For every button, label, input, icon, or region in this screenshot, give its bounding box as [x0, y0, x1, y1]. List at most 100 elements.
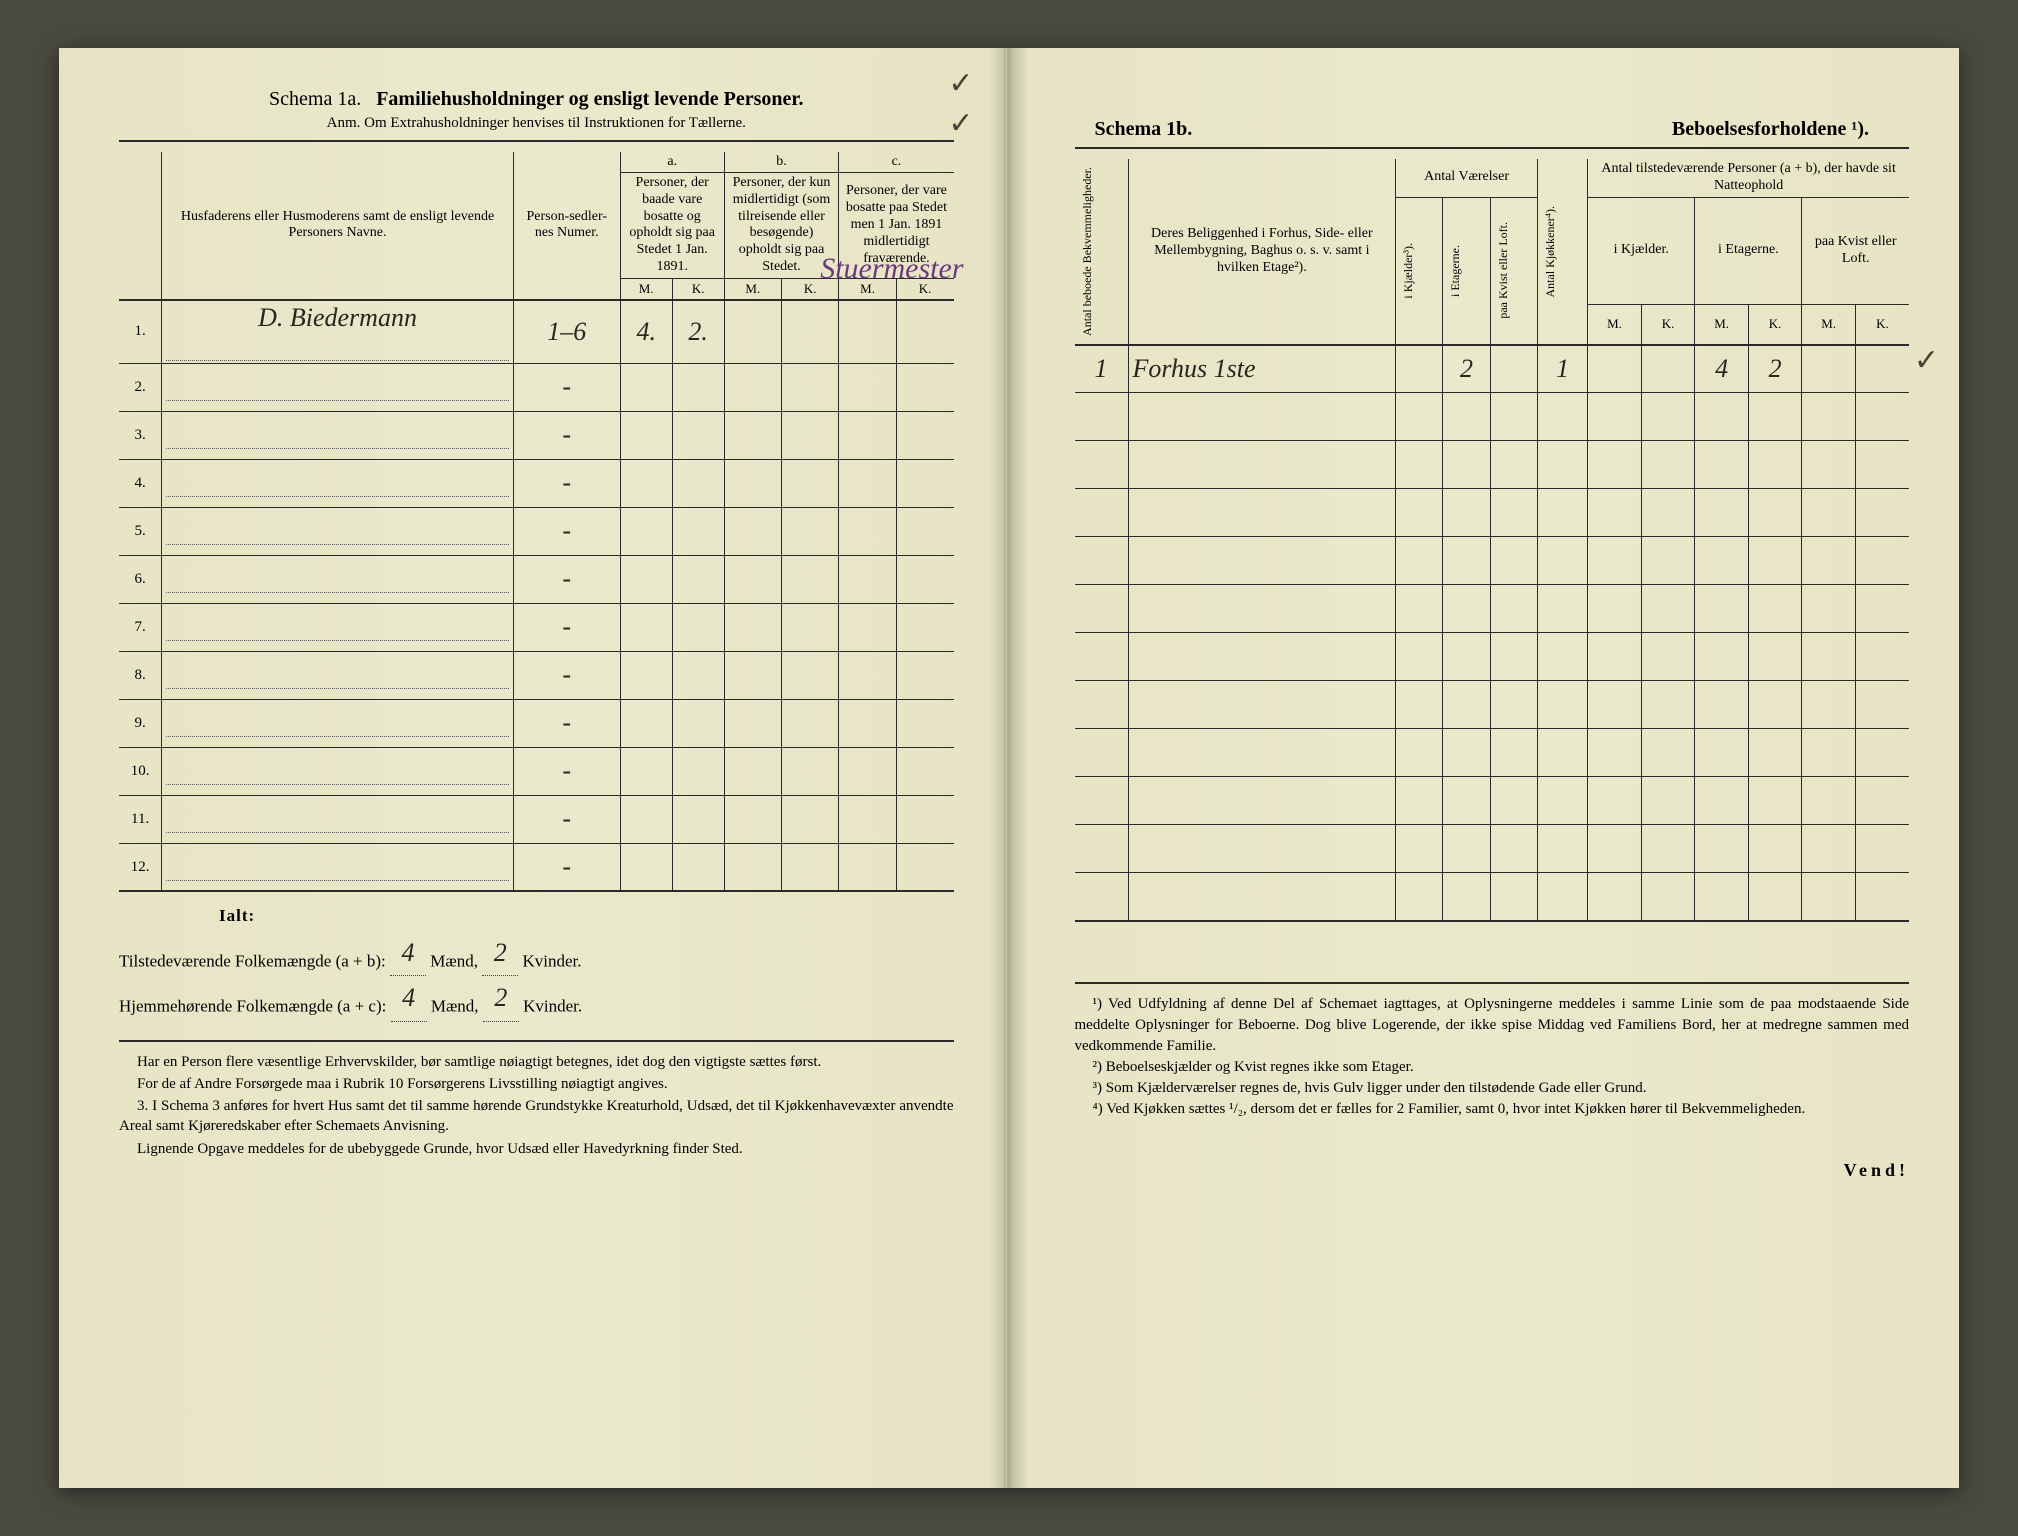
- num-cell: -: [513, 699, 620, 747]
- pEtM-cell: [1695, 585, 1749, 633]
- aK-cell: [672, 747, 724, 795]
- name-cell: D. Biedermann: [162, 300, 513, 364]
- document-spread: Schema 1a. Familiehusholdninger og ensli…: [59, 48, 1959, 1488]
- bK-cell: [782, 300, 839, 364]
- right-page: Schema 1b. Beboelsesforholdene ¹). Antal…: [1005, 48, 1960, 1488]
- row-annotation: Stuermester: [820, 252, 963, 286]
- aM-cell: [620, 411, 672, 459]
- bM-cell: [724, 411, 781, 459]
- aK-cell: [672, 651, 724, 699]
- kv-cell: [1490, 585, 1537, 633]
- kk-cell: [1537, 633, 1587, 681]
- aM-cell: [620, 843, 672, 891]
- kv-cell: [1490, 345, 1537, 393]
- pKvM-cell: [1802, 729, 1856, 777]
- pKvK-cell: [1855, 873, 1909, 921]
- belig-cell: [1128, 729, 1396, 777]
- bM-cell: [724, 843, 781, 891]
- kj-cell: [1396, 585, 1443, 633]
- table-row: [1075, 585, 1910, 633]
- pKjM-cell: [1588, 537, 1642, 585]
- aM-cell: [620, 603, 672, 651]
- et-cell: [1443, 825, 1490, 873]
- bekv-cell: [1075, 729, 1129, 777]
- et-cell: 2: [1443, 345, 1490, 393]
- row-number: 2.: [119, 363, 162, 411]
- bekv-cell: [1075, 873, 1129, 921]
- pEtK-cell: [1748, 441, 1802, 489]
- footnote-line: ²) Beboelseskjælder og Kvist regnes ikke…: [1075, 1057, 1910, 1078]
- kj-cell: [1396, 729, 1443, 777]
- cK-cell: [896, 747, 953, 795]
- mk-k: K.: [672, 278, 724, 300]
- pEtM-cell: [1695, 873, 1749, 921]
- pKjM-cell: [1588, 681, 1642, 729]
- pEtK-cell: [1748, 729, 1802, 777]
- pEtK-cell: 2: [1748, 345, 1802, 393]
- bM-cell: [724, 555, 781, 603]
- cM-cell: [839, 555, 896, 603]
- belig-cell: [1128, 537, 1396, 585]
- grp-vaerelser-header: Antal Værelser: [1396, 159, 1538, 197]
- aM-cell: [620, 699, 672, 747]
- table-row: [1075, 537, 1910, 585]
- pKvK-cell: [1855, 585, 1909, 633]
- kk-cell: [1537, 777, 1587, 825]
- checkmark-icon: ✓: [948, 98, 973, 149]
- pKjK-cell: [1641, 873, 1695, 921]
- bM-cell: [724, 747, 781, 795]
- aM-cell: [620, 651, 672, 699]
- row-number: 1.: [119, 300, 162, 364]
- kv-cell: [1490, 777, 1537, 825]
- row-number: 8.: [119, 651, 162, 699]
- et-cell: [1443, 633, 1490, 681]
- pKvM-cell: [1802, 441, 1856, 489]
- pKjM-cell: [1588, 585, 1642, 633]
- cK-cell: [896, 699, 953, 747]
- bekv-cell: [1075, 393, 1129, 441]
- aM-cell: [620, 363, 672, 411]
- pKvM-cell: [1802, 489, 1856, 537]
- bekv-cell: [1075, 537, 1129, 585]
- aK-cell: [672, 411, 724, 459]
- mk-k: K.: [1855, 304, 1909, 345]
- aK-cell: [672, 507, 724, 555]
- kv-cell: [1490, 633, 1537, 681]
- schema-1b-heading: Beboelsesforholdene ¹).: [1672, 118, 1869, 141]
- bM-cell: [724, 363, 781, 411]
- mk-m: M.: [1802, 304, 1856, 345]
- aK-cell: [672, 363, 724, 411]
- et-cell: [1443, 537, 1490, 585]
- title-rule: [1075, 147, 1910, 149]
- row-number: 3.: [119, 411, 162, 459]
- grp-pers-header: Antal tilstedeværende Personer (a + b), …: [1588, 159, 1909, 197]
- bK-cell: [782, 603, 839, 651]
- kv-cell: [1490, 393, 1537, 441]
- aM-cell: [620, 507, 672, 555]
- table-row: [1075, 681, 1910, 729]
- num-cell: -: [513, 843, 620, 891]
- pKjK-cell: [1641, 441, 1695, 489]
- pKvK-cell: [1855, 633, 1909, 681]
- col-p-kvist-header: paa Kvist eller Loft.: [1802, 197, 1909, 304]
- belig-cell: [1128, 441, 1396, 489]
- aM-cell: [620, 747, 672, 795]
- cM-cell: [839, 411, 896, 459]
- footnote-line: ⁴) Ved Kjøkken sættes ¹/₂, dersom det er…: [1075, 1099, 1910, 1120]
- row-number: 5.: [119, 507, 162, 555]
- bK-cell: [782, 699, 839, 747]
- belig-cell: [1128, 777, 1396, 825]
- footnote-line: ³) Som Kjælderværelser regnes de, hvis G…: [1075, 1078, 1910, 1099]
- mk-m: M.: [1588, 304, 1642, 345]
- bK-cell: [782, 459, 839, 507]
- table-row: 12.-: [119, 843, 954, 891]
- present-m-val: 4: [390, 931, 426, 976]
- col-kjokken-header: Antal Kjøkkener⁴).: [1542, 200, 1559, 304]
- pKjK-cell: [1641, 681, 1695, 729]
- et-cell: [1443, 729, 1490, 777]
- pKjK-cell: [1641, 393, 1695, 441]
- cM-cell: [839, 603, 896, 651]
- bM-cell: [724, 651, 781, 699]
- name-cell: [162, 747, 513, 795]
- et-cell: [1443, 777, 1490, 825]
